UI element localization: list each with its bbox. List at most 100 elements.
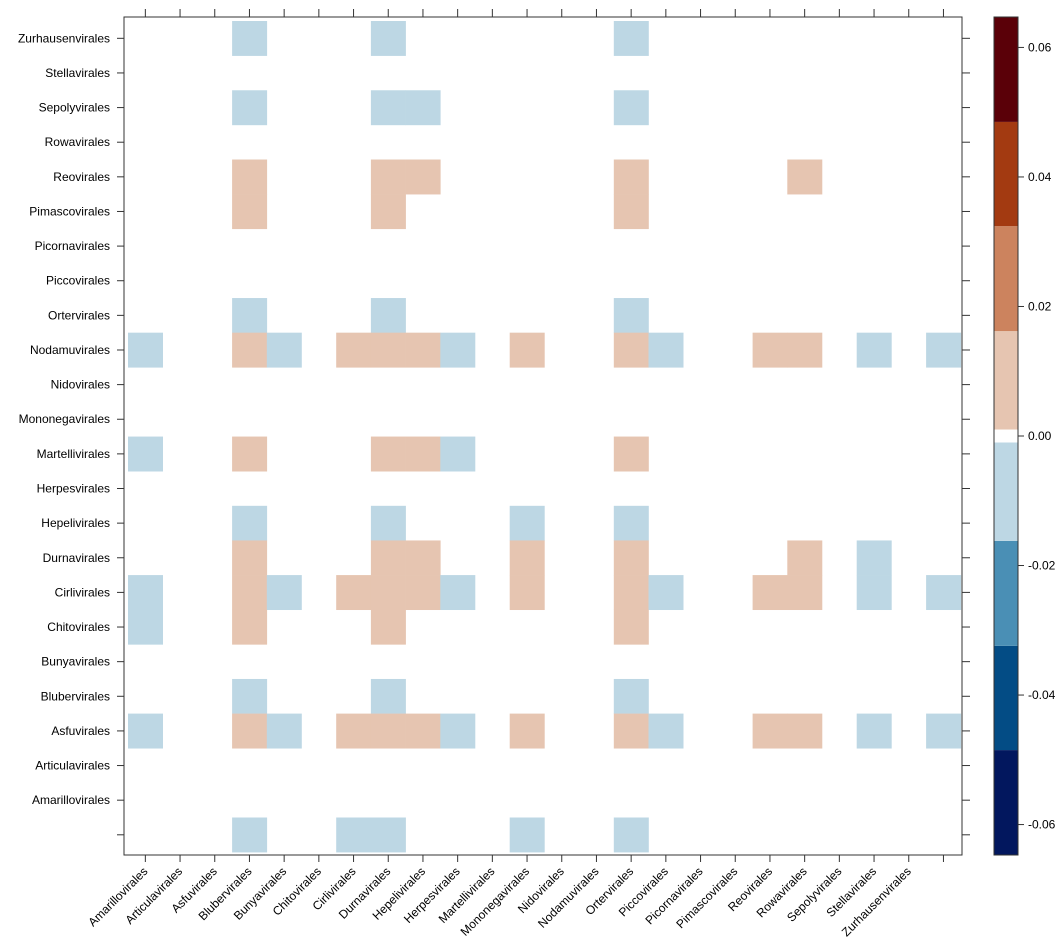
heatmap-cell bbox=[787, 575, 823, 611]
heatmap-cell bbox=[856, 540, 892, 576]
y-tick-label: Amarillovirales bbox=[32, 793, 110, 807]
y-tick-label: Zurhausenvirales bbox=[18, 31, 110, 45]
y-tick-label: Nidovirales bbox=[51, 378, 110, 392]
heatmap-cell bbox=[266, 713, 302, 749]
heatmap-cell bbox=[926, 332, 962, 368]
heatmap-cell bbox=[440, 575, 476, 611]
y-tick-label: Durnavirales bbox=[43, 551, 110, 565]
heatmap-cell bbox=[926, 575, 962, 611]
x-tick-label: Nodamuvirales bbox=[535, 864, 602, 931]
heatmap-cell bbox=[752, 575, 788, 611]
y-tick-label: Asfuvirales bbox=[51, 724, 110, 738]
heatmap-cell bbox=[370, 713, 406, 749]
colorbar-segment bbox=[994, 226, 1018, 332]
heatmap-cell bbox=[787, 713, 823, 749]
heatmap-cell bbox=[370, 21, 406, 56]
heatmap-cell bbox=[405, 332, 441, 368]
colorbar-segment bbox=[994, 442, 1018, 541]
heatmap-cell bbox=[232, 817, 268, 853]
x-tick-label: Amarillovirales bbox=[85, 864, 150, 929]
heatmap-cell bbox=[370, 90, 406, 126]
heatmap-cell bbox=[266, 575, 302, 611]
heatmap-cell bbox=[613, 817, 649, 853]
y-tick-label: Cirlivirales bbox=[55, 585, 110, 599]
heatmap-cell bbox=[128, 713, 163, 749]
heatmap-cell bbox=[370, 194, 406, 230]
heatmap-cell bbox=[232, 90, 268, 126]
heatmap-cell bbox=[336, 713, 372, 749]
heatmap-cell bbox=[336, 817, 372, 853]
heatmap-cell bbox=[509, 575, 545, 611]
colorbar-tick-label: -0.06 bbox=[1028, 818, 1056, 832]
heatmap-cell bbox=[613, 194, 649, 230]
y-tick-label: Sepolyvirales bbox=[39, 101, 110, 115]
heatmap-cell bbox=[370, 298, 406, 333]
y-tick-label: Herpesvirales bbox=[37, 482, 110, 496]
heatmap-cell bbox=[405, 540, 441, 576]
colorbar-segment bbox=[994, 750, 1018, 855]
heatmap-cell bbox=[509, 505, 545, 541]
heatmap-cell bbox=[752, 713, 788, 749]
colorbar-tick-label: 0.06 bbox=[1028, 40, 1052, 54]
heatmap-cell bbox=[405, 436, 441, 472]
colorbar-segment bbox=[994, 121, 1018, 227]
y-tick-label: Stellavirales bbox=[45, 66, 110, 80]
heatmap-cell bbox=[613, 436, 649, 472]
heatmap-cell bbox=[613, 298, 649, 333]
heatmap-cell bbox=[128, 332, 163, 368]
heatmap-cell bbox=[613, 540, 649, 576]
heatmap-cell bbox=[232, 159, 268, 195]
y-tick-label: Reovirales bbox=[53, 170, 110, 184]
heatmap-cell bbox=[613, 90, 649, 126]
heatmap-cell bbox=[648, 575, 684, 611]
heatmap-cell bbox=[232, 21, 268, 56]
heatmap-cell bbox=[232, 436, 268, 472]
heatmap-cell bbox=[370, 678, 406, 714]
colorbar-segment bbox=[994, 17, 1018, 122]
heatmap-cell bbox=[613, 609, 649, 645]
heatmap-cell bbox=[232, 678, 268, 714]
heatmap-cell bbox=[266, 332, 302, 368]
heatmap-cell bbox=[232, 194, 268, 230]
heatmap-cell bbox=[405, 90, 441, 126]
heatmap-cell bbox=[648, 713, 684, 749]
heatmap-cell bbox=[648, 332, 684, 368]
heatmap-cell bbox=[232, 540, 268, 576]
heatmap-cell bbox=[405, 713, 441, 749]
colorbar-segment bbox=[994, 429, 1018, 443]
heatmap-cell bbox=[509, 713, 545, 749]
heatmap-cell bbox=[128, 575, 163, 611]
heatmap-cell bbox=[128, 609, 163, 645]
heatmap-cell bbox=[128, 436, 163, 472]
y-tick-label: Articulavirales bbox=[35, 759, 110, 773]
heatmap-cell bbox=[232, 505, 268, 541]
colorbar-segment bbox=[994, 540, 1018, 646]
y-tick-label: Nodamuvirales bbox=[30, 343, 110, 357]
heatmap-cell bbox=[752, 332, 788, 368]
heatmap-cell bbox=[787, 332, 823, 368]
heatmap-cell bbox=[336, 575, 372, 611]
heatmap-cell bbox=[787, 159, 823, 195]
heatmap-cell bbox=[232, 713, 268, 749]
heatmap-cell bbox=[440, 713, 476, 749]
y-tick-label: Ortervirales bbox=[48, 308, 110, 322]
plot-frame bbox=[123, 16, 963, 856]
heatmap-cell bbox=[370, 505, 406, 541]
y-tick-label: Rowavirales bbox=[45, 135, 110, 149]
y-tick-label: Bunyavirales bbox=[41, 655, 110, 669]
heatmap-cell bbox=[440, 332, 476, 368]
colorbar-tick-label: 0.00 bbox=[1028, 429, 1052, 443]
heatmap-cell bbox=[613, 332, 649, 368]
heatmap-cell bbox=[405, 575, 441, 611]
y-tick-label: Pimascovirales bbox=[29, 204, 110, 218]
heatmap-cell bbox=[613, 678, 649, 714]
colorbar-tick-label: -0.04 bbox=[1028, 688, 1056, 702]
heatmap-cell bbox=[787, 540, 823, 576]
heatmap-cell bbox=[370, 540, 406, 576]
heatmap-cell bbox=[370, 609, 406, 645]
y-tick-label: Chitovirales bbox=[47, 620, 110, 634]
heatmap-cell bbox=[856, 575, 892, 611]
heatmap-cell bbox=[370, 436, 406, 472]
colorbar-segment bbox=[994, 645, 1018, 751]
